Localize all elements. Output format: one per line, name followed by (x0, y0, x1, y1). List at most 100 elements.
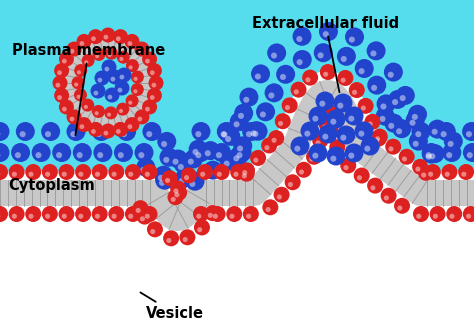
Text: Cytoplasm: Cytoplasm (8, 178, 95, 193)
Circle shape (220, 131, 227, 137)
Circle shape (77, 95, 81, 99)
Circle shape (92, 48, 106, 61)
Circle shape (132, 200, 148, 216)
Circle shape (292, 27, 311, 46)
Circle shape (375, 136, 380, 141)
Circle shape (185, 172, 205, 191)
Circle shape (184, 150, 203, 168)
Circle shape (126, 94, 138, 107)
Circle shape (323, 72, 328, 77)
Circle shape (280, 74, 286, 80)
Circle shape (400, 95, 406, 101)
Circle shape (466, 131, 472, 137)
Circle shape (277, 194, 282, 200)
Circle shape (243, 206, 259, 222)
Circle shape (348, 116, 355, 122)
Circle shape (0, 143, 9, 162)
Circle shape (237, 152, 243, 158)
Circle shape (66, 42, 82, 57)
Circle shape (384, 63, 403, 81)
Circle shape (239, 88, 258, 107)
Circle shape (88, 29, 103, 44)
Circle shape (216, 152, 222, 158)
Circle shape (337, 47, 356, 66)
Circle shape (445, 172, 450, 177)
Circle shape (76, 117, 91, 132)
Circle shape (225, 136, 231, 142)
Circle shape (162, 170, 178, 186)
Circle shape (397, 206, 402, 211)
Circle shape (275, 113, 291, 129)
Circle shape (142, 122, 162, 141)
Circle shape (78, 53, 138, 113)
Circle shape (150, 229, 155, 234)
Circle shape (142, 206, 157, 222)
Circle shape (458, 164, 474, 180)
Circle shape (214, 164, 229, 180)
Circle shape (42, 206, 58, 222)
Circle shape (75, 206, 91, 222)
Circle shape (425, 164, 441, 180)
Circle shape (53, 75, 67, 90)
Circle shape (125, 164, 141, 180)
Circle shape (329, 139, 345, 155)
Circle shape (161, 141, 167, 147)
Circle shape (365, 146, 370, 152)
Circle shape (345, 107, 364, 125)
Circle shape (246, 121, 266, 140)
Circle shape (358, 68, 365, 74)
Circle shape (146, 131, 152, 137)
Circle shape (121, 131, 127, 137)
Circle shape (422, 143, 441, 162)
Circle shape (142, 164, 157, 180)
Circle shape (73, 143, 92, 162)
Circle shape (461, 172, 466, 177)
Circle shape (252, 131, 258, 137)
Circle shape (74, 82, 78, 87)
Circle shape (348, 153, 355, 159)
Circle shape (327, 110, 346, 128)
Circle shape (394, 198, 410, 214)
Circle shape (380, 116, 385, 122)
Circle shape (116, 129, 121, 134)
Circle shape (131, 83, 144, 96)
Circle shape (233, 172, 238, 177)
Circle shape (375, 107, 395, 126)
Circle shape (93, 91, 98, 96)
Circle shape (306, 149, 322, 165)
Circle shape (238, 113, 244, 119)
Polygon shape (0, 80, 474, 231)
Circle shape (217, 172, 222, 177)
Circle shape (319, 124, 337, 144)
Circle shape (173, 159, 179, 165)
Circle shape (296, 162, 312, 178)
Circle shape (207, 170, 213, 176)
Circle shape (441, 131, 447, 137)
Circle shape (408, 105, 427, 124)
Circle shape (250, 150, 266, 166)
Circle shape (56, 152, 62, 158)
Circle shape (200, 172, 205, 177)
Circle shape (165, 178, 170, 183)
Circle shape (154, 166, 173, 185)
Circle shape (95, 214, 100, 219)
Circle shape (433, 214, 438, 219)
Circle shape (92, 105, 105, 118)
Circle shape (191, 143, 210, 162)
Circle shape (128, 214, 133, 219)
Circle shape (366, 41, 386, 60)
Circle shape (91, 206, 108, 222)
Circle shape (70, 131, 76, 137)
Circle shape (248, 122, 267, 141)
Circle shape (304, 131, 310, 137)
Circle shape (315, 108, 331, 123)
Circle shape (150, 70, 155, 75)
Circle shape (82, 54, 95, 67)
Circle shape (334, 93, 353, 113)
Circle shape (25, 206, 41, 222)
Circle shape (128, 65, 133, 70)
Circle shape (28, 172, 34, 177)
Circle shape (142, 100, 157, 115)
Circle shape (145, 214, 150, 219)
Circle shape (84, 60, 88, 65)
